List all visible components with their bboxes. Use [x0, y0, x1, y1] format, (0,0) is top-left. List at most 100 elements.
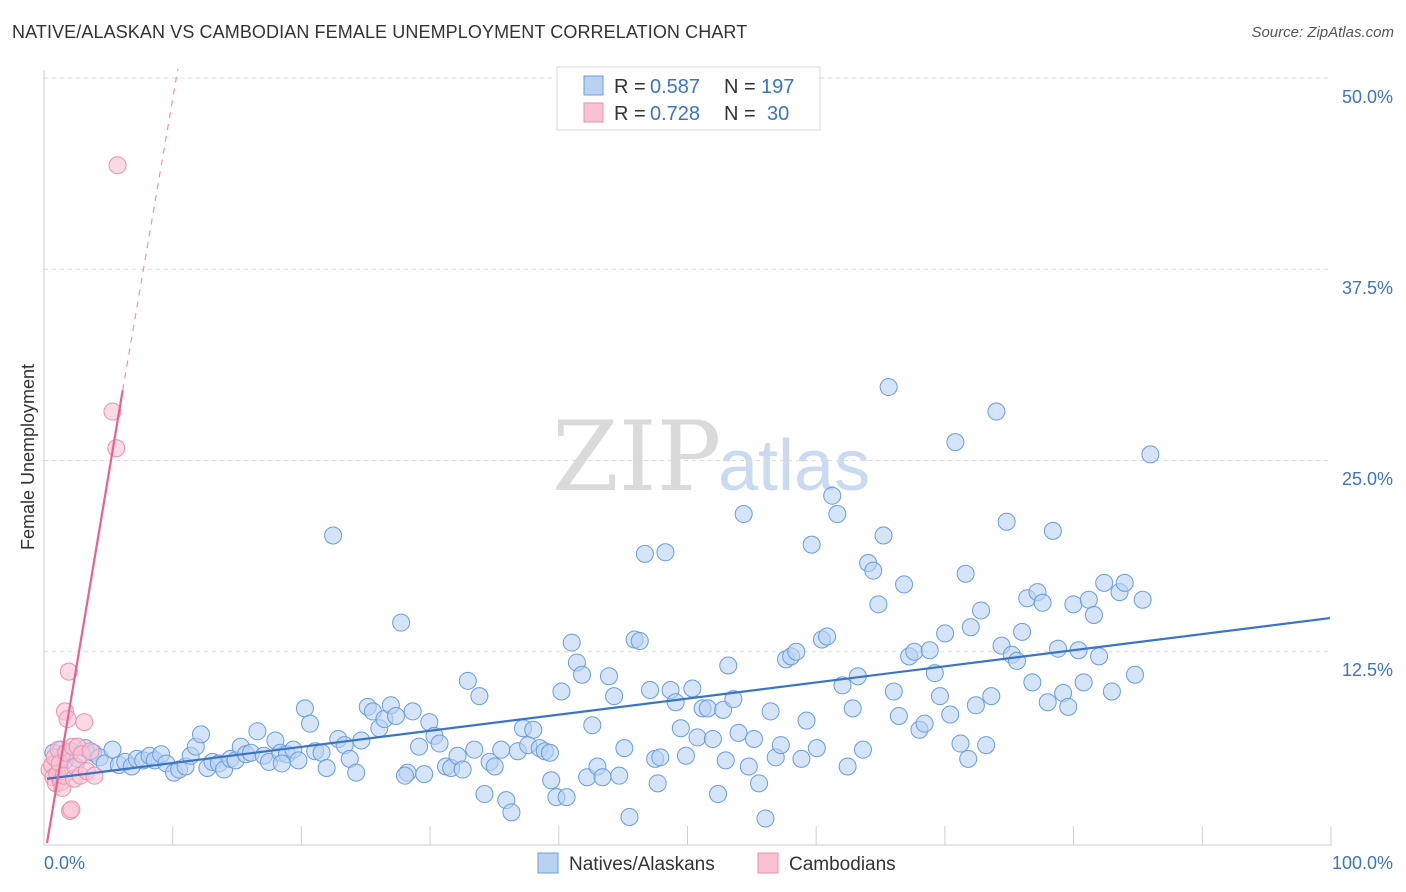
cambodian-point: [81, 742, 100, 761]
native-point: [941, 705, 960, 724]
native-point: [807, 739, 826, 758]
legend-r-label: R =: [614, 76, 646, 98]
native-point: [750, 774, 769, 793]
native-point: [959, 749, 978, 768]
native-point: [761, 702, 780, 721]
bottom-legend-swatch-natives: [537, 852, 559, 874]
native-point: [485, 757, 504, 776]
cambodian-point: [103, 402, 122, 421]
bottom-legend-label-cambodians: Cambodians: [789, 854, 896, 875]
native-point: [683, 679, 702, 698]
native-point: [1090, 647, 1109, 666]
legend-n-label: N =: [724, 76, 756, 98]
native-point: [403, 702, 422, 721]
watermark: ZIP atlas: [552, 401, 870, 513]
native-point: [828, 505, 847, 524]
native-point: [972, 601, 991, 620]
native-point: [864, 561, 883, 580]
native-point: [410, 737, 429, 756]
native-point: [724, 690, 743, 709]
native-point: [103, 740, 122, 759]
native-point: [248, 722, 267, 741]
cambodian-point: [108, 156, 127, 175]
cambodian-point: [59, 662, 78, 681]
native-point: [961, 618, 980, 637]
x-tick-label-max: 100.0%: [1332, 853, 1393, 873]
native-point: [676, 746, 695, 765]
native-point: [1102, 682, 1121, 701]
y-tick-label: 50.0%: [1342, 87, 1393, 107]
native-point: [635, 544, 654, 563]
native-point: [671, 719, 690, 738]
chart-title: NATIVE/ALASKAN VS CAMBODIAN FEMALE UNEMP…: [12, 22, 748, 42]
native-point: [1023, 673, 1042, 692]
native-point: [734, 505, 753, 524]
native-point: [1007, 651, 1026, 670]
native-point: [797, 711, 816, 730]
native-point: [1043, 521, 1062, 540]
native-point: [879, 378, 898, 397]
native-point: [1125, 665, 1144, 684]
grid-lines: [44, 77, 1332, 653]
native-point: [838, 757, 857, 776]
native-point: [191, 725, 210, 744]
native-point: [703, 729, 722, 748]
native-point: [557, 788, 576, 807]
cambodians-trend-extension: [122, 68, 179, 391]
chart-source: Source: ZipAtlas.com: [1251, 24, 1394, 41]
bottom-legend: Natives/Alaskans Cambodians: [537, 852, 896, 875]
native-point: [744, 729, 763, 748]
native-point: [833, 676, 852, 695]
native-point: [853, 740, 872, 759]
cambodian-point: [107, 439, 126, 458]
y-tick-labels: 12.5% 25.0% 37.5% 50.0%: [1342, 87, 1393, 680]
native-point: [956, 564, 975, 583]
native-point: [573, 665, 592, 684]
native-point: [610, 766, 629, 785]
natives-trend-line: [46, 616, 1331, 780]
cambodian-point: [75, 713, 94, 732]
native-point: [430, 734, 449, 753]
native-point: [920, 641, 939, 660]
trend-lines: [45, 68, 1331, 844]
native-point: [818, 627, 837, 646]
native-point: [843, 699, 862, 718]
y-tick-label: 25.0%: [1342, 469, 1393, 489]
native-point: [729, 723, 748, 742]
watermark-atlas: atlas: [718, 426, 870, 506]
native-point: [977, 736, 996, 755]
native-point: [802, 535, 821, 554]
legend-n-value: 30: [767, 103, 789, 125]
native-point: [688, 728, 707, 747]
native-point: [465, 740, 484, 759]
native-point: [392, 613, 411, 632]
native-point: [458, 671, 477, 690]
native-point: [997, 512, 1016, 531]
y-tick-label: 37.5%: [1342, 278, 1393, 298]
native-point: [1033, 593, 1052, 612]
legend-swatch-cambodians: [583, 102, 604, 123]
native-point: [615, 739, 634, 758]
native-point: [1038, 693, 1057, 712]
x-tick-label-min: 0.0%: [44, 853, 85, 873]
native-point: [272, 754, 291, 773]
watermark-zip: ZIP: [552, 401, 721, 513]
native-point: [1095, 573, 1114, 592]
native-point: [395, 766, 414, 785]
native-point: [719, 656, 738, 675]
native-point: [605, 687, 624, 706]
native-point: [698, 699, 717, 718]
x-axis-ticks: [172, 826, 1332, 845]
native-point: [787, 642, 806, 661]
native-point: [930, 687, 949, 706]
bottom-legend-swatch-cambodians: [757, 852, 779, 874]
native-point: [884, 682, 903, 701]
native-point: [324, 526, 343, 545]
native-point: [666, 693, 685, 712]
native-point: [709, 785, 728, 804]
native-point: [540, 743, 559, 762]
native-point: [739, 757, 758, 776]
native-point: [317, 759, 336, 778]
native-point: [889, 707, 908, 726]
